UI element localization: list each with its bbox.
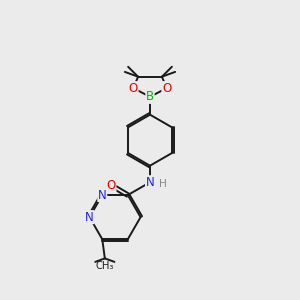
Text: O: O xyxy=(129,82,138,95)
Text: CH₃: CH₃ xyxy=(96,262,114,272)
Text: N: N xyxy=(146,176,154,189)
Text: O: O xyxy=(162,82,171,95)
Text: H: H xyxy=(159,179,167,189)
Text: N: N xyxy=(85,211,94,224)
Text: O: O xyxy=(106,179,116,192)
Text: B: B xyxy=(146,90,154,103)
Text: N: N xyxy=(98,188,107,202)
